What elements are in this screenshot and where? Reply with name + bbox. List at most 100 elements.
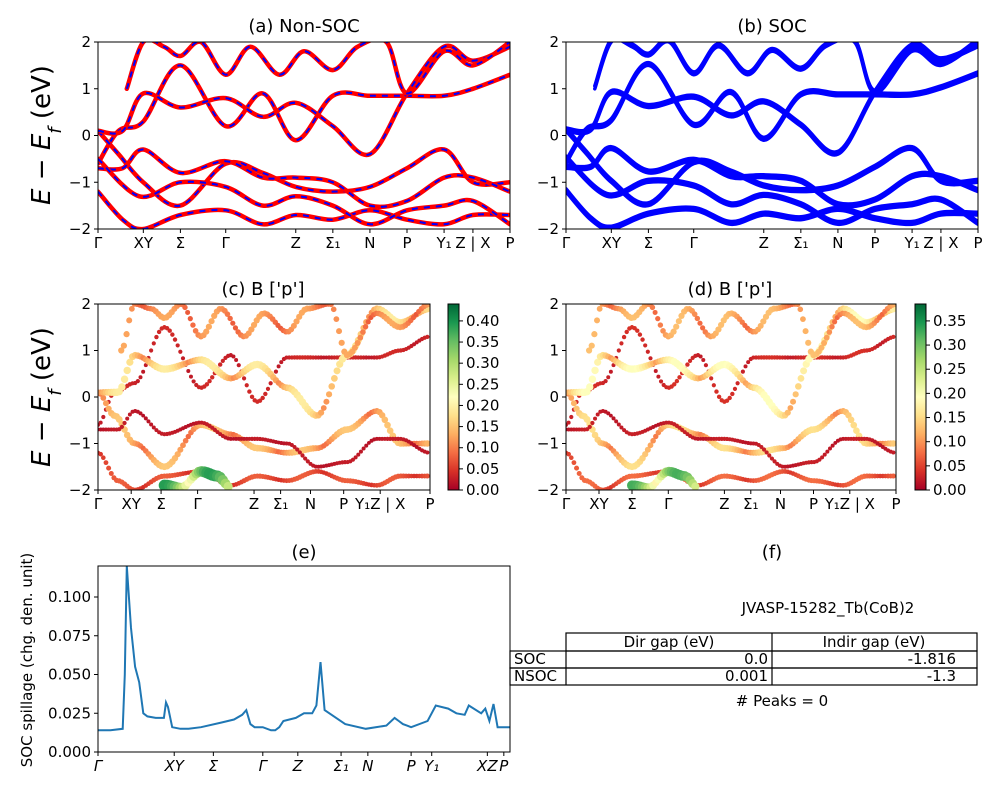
x-tick-label: XY [121, 495, 141, 513]
colorbar-tick-label: 0.20 [466, 396, 499, 414]
panel-c: (c) B ['p'] E − Ef (eV) 210−1−2Γ XY Σ Γ Z Σ₁ N… [27, 279, 499, 513]
projection-point [635, 328, 640, 333]
band-line [593, 42, 978, 93]
projection-point [276, 364, 281, 369]
projection-point [100, 395, 107, 401]
projection-point [279, 360, 284, 365]
projection-point [823, 334, 830, 341]
panel-d-colorbar: 0.00 0.05 0.10 0.15 0.20 0.25 0.30 0.35 [914, 303, 966, 499]
projection-point [606, 411, 611, 416]
projection-point [358, 449, 363, 454]
projection-point [890, 440, 896, 447]
y-tick-label: −2 [69, 481, 91, 499]
projection-point [571, 460, 577, 466]
projection-point [593, 416, 598, 421]
projection-point [120, 342, 127, 349]
projection-point [234, 357, 239, 362]
y-tick-label: 0.025 [48, 704, 91, 722]
x-tick-label: Y₁Z | X [354, 495, 405, 513]
band-line [566, 63, 978, 166]
projection-point [320, 405, 327, 411]
y-tick-label: 0 [81, 388, 91, 406]
x-tick-label: XY [602, 234, 622, 252]
projection-point [263, 391, 268, 397]
projection-point [384, 421, 391, 429]
band-line [566, 157, 978, 227]
projection-point [820, 455, 825, 460]
projection-point [767, 453, 772, 458]
projection-point [687, 358, 693, 363]
projection-point [187, 316, 193, 322]
projection-point [367, 441, 371, 445]
projection-point [675, 318, 682, 325]
colorbar-tick-label: 0.35 [933, 312, 966, 330]
band-line [566, 60, 978, 163]
panel-e: (e) SOC spillage (chg. den. unit) 0.000 0… [18, 542, 511, 775]
projection-point [141, 413, 146, 418]
projection-point [616, 348, 621, 353]
projection-point [677, 375, 682, 380]
projection-point [655, 316, 661, 322]
projection-point [185, 309, 191, 315]
colorbar-tick-label: 0.35 [466, 333, 499, 351]
projection-point [191, 379, 196, 384]
projection-point [608, 369, 613, 374]
projection-point [735, 381, 740, 386]
projection-point [830, 443, 835, 448]
projection-point [691, 311, 698, 317]
projection-point [853, 427, 860, 434]
projection-point [330, 374, 338, 382]
projection-point [743, 364, 748, 369]
projection-point [425, 334, 430, 339]
table-cell: 0.001 [725, 667, 768, 685]
x-tick-label: P [891, 495, 900, 513]
projection-point [697, 320, 703, 326]
x-tick-label: P [499, 757, 509, 775]
projection-point [118, 347, 125, 354]
projection-point [614, 419, 619, 424]
gap-table: Dir gap (eV) Indir gap (eV) SOC 0.0 -1.8… [509, 632, 978, 686]
projection-point [170, 332, 175, 337]
projection-point [127, 412, 132, 417]
projection-point [691, 482, 700, 490]
projection-point [101, 455, 106, 460]
band-line [566, 126, 978, 205]
x-tick-label: Σ₁ [325, 234, 341, 252]
panel-e-title: (e) [291, 542, 316, 563]
y-tick-label: 2 [81, 295, 91, 313]
projection-point [647, 442, 654, 449]
projection-point [800, 316, 806, 323]
projection-point [122, 420, 127, 426]
y-tick-label: −1 [69, 173, 91, 191]
band-line-dashed [125, 42, 510, 95]
projection-point [357, 334, 364, 341]
x-tick-label: Γ [94, 495, 103, 513]
projection-point [594, 358, 602, 366]
colorbar-tick-label: 0.15 [933, 409, 966, 427]
x-tick-label: N [362, 757, 373, 775]
projection-point [590, 420, 595, 426]
projection-point [244, 383, 249, 388]
x-tick-label: Γ [94, 234, 103, 252]
plot-area [98, 566, 510, 732]
x-tick-label: XY [589, 495, 609, 513]
band-line [566, 187, 978, 229]
projection-point [268, 381, 273, 386]
y-tick-label: 0.050 [48, 666, 91, 684]
colorbar-tick-label: 0.30 [933, 336, 966, 354]
projection-point [217, 362, 223, 367]
y-tick-label: 0 [549, 127, 559, 145]
projection-point [232, 325, 239, 331]
projection-point [381, 416, 389, 424]
x-tick-label: Σ₁ [793, 234, 809, 252]
projection-point [353, 455, 358, 460]
projection-point [425, 450, 430, 455]
projection-point [672, 382, 677, 387]
x-tick-label: Z | X [923, 234, 958, 252]
table-row-label: NSOC [514, 667, 557, 685]
projection-point [653, 433, 659, 440]
projection-point [821, 340, 828, 347]
projection-point [670, 328, 677, 335]
